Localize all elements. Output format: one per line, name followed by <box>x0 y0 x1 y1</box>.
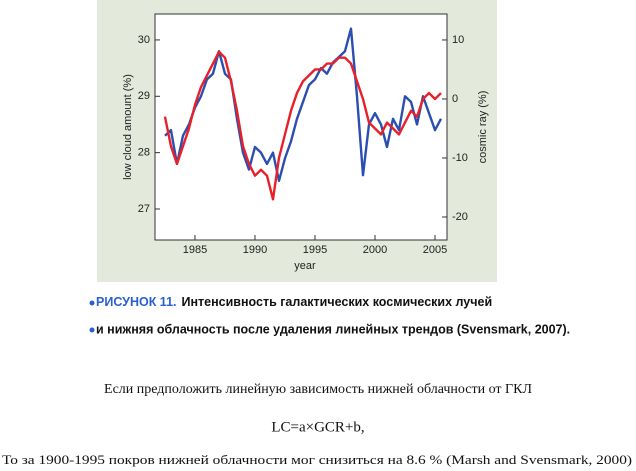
y-tick-label: 27 <box>138 203 150 215</box>
x-axis-label: year <box>294 260 316 272</box>
paragraph: То за 1900-1995 покров нижней облачности… <box>2 453 632 467</box>
y2-tick-label: -10 <box>452 152 468 164</box>
y2-axis-label: cosmic ray (%) <box>477 91 489 164</box>
data-line <box>164 27 443 183</box>
y-tick-label: 29 <box>138 90 150 102</box>
x-tick-label: 2000 <box>363 244 387 256</box>
data-line <box>163 50 442 201</box>
caption-line: РИСУНОК 11. Интенсивность галактических к… <box>96 295 492 309</box>
formula: LC=a×GCR+b, <box>271 419 364 435</box>
caption-text: и нижняя облачность после удаления линей… <box>96 322 570 336</box>
x-tick-label: 1995 <box>303 244 327 256</box>
paragraph: Если предположить линейную зависимость н… <box>104 382 532 397</box>
figure-number: РИСУНОК 11. <box>96 295 177 309</box>
x-tick-label: 1985 <box>183 244 207 256</box>
y-tick-label: 30 <box>138 34 150 46</box>
y-axis-label: low cloud amount (%) <box>122 74 134 180</box>
y2-tick-label: -20 <box>452 211 468 223</box>
x-tick-label: 2005 <box>423 244 447 256</box>
bullet <box>89 300 95 306</box>
y-tick-label: 28 <box>138 147 150 159</box>
bullet <box>89 327 95 333</box>
caption-text: Интенсивность галактических космических … <box>182 295 493 309</box>
y2-tick-label: 0 <box>452 93 458 105</box>
y2-tick-label: 10 <box>452 34 464 46</box>
x-tick-label: 1990 <box>243 244 267 256</box>
